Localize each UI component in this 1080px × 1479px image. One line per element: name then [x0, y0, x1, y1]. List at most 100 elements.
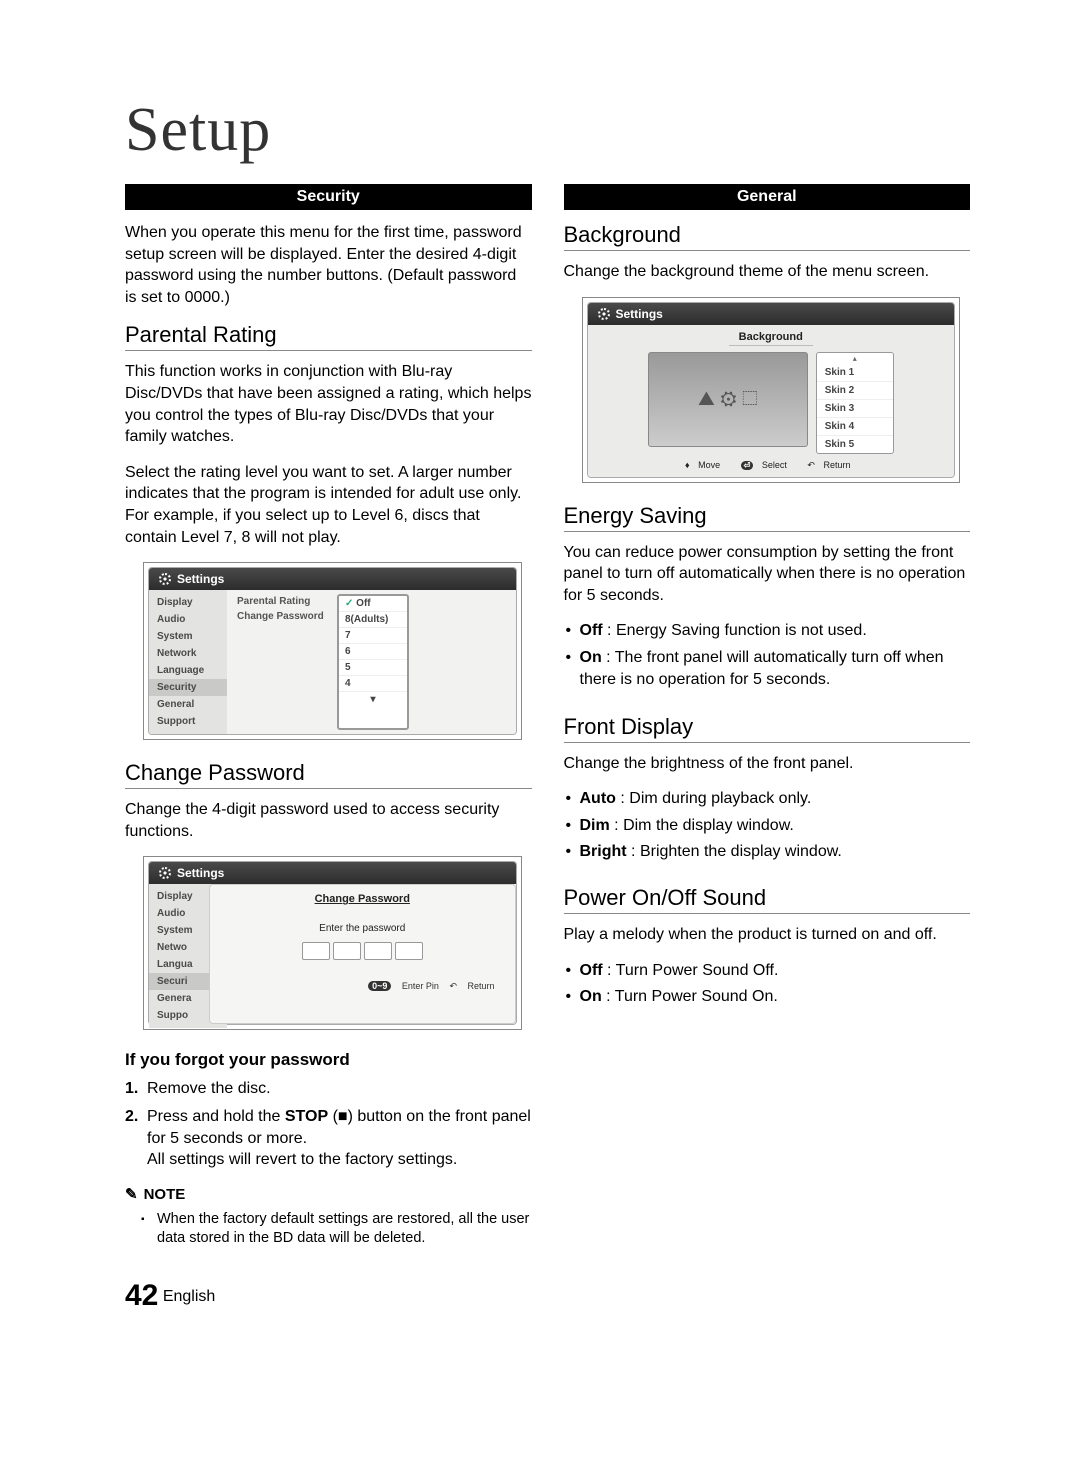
option-bright: Bright : Brighten the display window.: [564, 841, 971, 863]
ui-submenu: Parental Rating Change Password: [233, 594, 331, 730]
option[interactable]: 4: [339, 676, 407, 692]
page-title: Setup: [125, 95, 970, 166]
ui-screenshot-parental-rating: Settings Display Audio System Network La…: [143, 562, 522, 740]
ui-window: Settings Display Audio System Network La…: [148, 567, 517, 735]
hint-label: Return: [467, 981, 494, 991]
hint-label: Return: [823, 460, 850, 470]
ui-window: Settings Background ⛰ ⚙ ⬚ ▴ Skin 1 Skin …: [587, 302, 956, 478]
step-2: Press and hold the STOP (■) button on th…: [125, 1106, 532, 1171]
ui-header-title: Settings: [177, 866, 224, 880]
sidebar-item[interactable]: General: [149, 696, 227, 713]
option-label: Off: [580, 622, 603, 639]
page-number: 42: [125, 1279, 158, 1312]
power-sound-heading: Power On/Off Sound: [564, 885, 971, 911]
ui-options-popup: Off 8(Adults) 7 6 5 4 ▾: [337, 594, 409, 730]
gear-icon: [159, 573, 171, 585]
change-password-p1: Change the 4-digit password used to acce…: [125, 799, 532, 842]
option[interactable]: 6: [339, 644, 407, 660]
front-display-options: Auto : Dim during playback only. Dim : D…: [564, 788, 971, 863]
skin-option[interactable]: Skin 5: [817, 436, 893, 453]
power-sound-options: Off : Turn Power Sound Off. On : Turn Po…: [564, 960, 971, 1009]
hint-move: ♦ Move: [685, 460, 726, 470]
security-section-bar: Security: [125, 184, 532, 210]
option[interactable]: 8(Adults): [339, 612, 407, 628]
sidebar-item[interactable]: Display: [149, 594, 227, 611]
bg-row: ⛰ ⚙ ⬚ ▴ Skin 1 Skin 2 Skin 3 Skin 4 Skin…: [594, 352, 949, 454]
ui-footer-hints: ♦ Move ⏎ Select ↶ Return: [594, 454, 949, 471]
divider: [564, 531, 971, 532]
front-display-p1: Change the brightness of the front panel…: [564, 753, 971, 775]
pin-digit[interactable]: [364, 942, 392, 960]
note-heading: NOTE: [125, 1185, 532, 1204]
submenu-item[interactable]: Parental Rating: [233, 594, 331, 609]
bg-preview-thumbnail: ⛰ ⚙ ⬚: [648, 352, 808, 447]
skin-option[interactable]: Skin 2: [817, 382, 893, 400]
sidebar-item[interactable]: System: [149, 628, 227, 645]
front-display-heading: Front Display: [564, 714, 971, 740]
option-off: Off : Energy Saving function is not used…: [564, 620, 971, 642]
pin-digit[interactable]: [302, 942, 330, 960]
ui-header: Settings: [149, 568, 516, 590]
option-label: Off: [580, 962, 603, 979]
forgot-password-heading: If you forgot your password: [125, 1050, 532, 1070]
ui-body: Display Audio System Network Language Se…: [149, 590, 516, 734]
sidebar-item-security[interactable]: Security: [149, 679, 227, 696]
ui-header-title: Settings: [616, 307, 663, 321]
option[interactable]: 5: [339, 660, 407, 676]
stop-label: STOP: [285, 1108, 328, 1125]
option-label: On: [580, 649, 602, 666]
divider: [564, 742, 971, 743]
energy-options: Off : Energy Saving function is not used…: [564, 620, 971, 691]
ui-header: Settings: [149, 862, 516, 884]
change-password-heading: Change Password: [125, 760, 532, 786]
bg-skin-list: ▴ Skin 1 Skin 2 Skin 3 Skin 4 Skin 5: [816, 352, 894, 454]
skin-option[interactable]: Skin 3: [817, 400, 893, 418]
skin-option[interactable]: Skin 4: [817, 418, 893, 436]
left-column: Security When you operate this menu for …: [125, 184, 532, 1249]
pin-digit[interactable]: [333, 942, 361, 960]
sidebar-item[interactable]: Audio: [149, 611, 227, 628]
background-p1: Change the background theme of the menu …: [564, 261, 971, 283]
option-dim: Dim : Dim the display window.: [564, 815, 971, 837]
divider: [125, 350, 532, 351]
dialog-title: Change Password: [220, 893, 505, 905]
submenu-item[interactable]: Change Password: [233, 609, 331, 624]
page: Setup Security When you operate this men…: [0, 0, 1080, 1373]
sidebar-item[interactable]: Network: [149, 645, 227, 662]
pin-input-boxes[interactable]: [220, 942, 505, 960]
option-label: On: [580, 988, 602, 1005]
parental-rating-p1: This function works in conjunction with …: [125, 361, 532, 447]
ui-footer-hints: 0~9 Enter Pin ↶ Return: [220, 978, 505, 995]
scroll-up-icon[interactable]: ▴: [817, 353, 893, 364]
hint-return: ↶ Return: [807, 460, 856, 470]
page-footer: 42 English: [125, 1279, 970, 1313]
security-intro: When you operate this menu for the first…: [125, 222, 532, 308]
option-text: : The front panel will automatically tur…: [580, 649, 944, 688]
option-on: On : Turn Power Sound On.: [564, 986, 971, 1008]
option-text: : Energy Saving function is not used.: [603, 622, 867, 639]
scroll-down-icon[interactable]: ▾: [339, 692, 407, 707]
power-sound-p1: Play a melody when the product is turned…: [564, 924, 971, 946]
page-language: English: [163, 1288, 215, 1305]
right-column: General Background Change the background…: [564, 184, 971, 1249]
energy-p1: You can reduce power consumption by sett…: [564, 542, 971, 607]
sidebar-item[interactable]: Language: [149, 662, 227, 679]
option-text: : Brighten the display window.: [627, 843, 842, 860]
divider: [564, 250, 971, 251]
option-text: : Dim the display window.: [610, 817, 794, 834]
hint-select: ⏎ Select: [741, 460, 793, 470]
option-off[interactable]: Off: [339, 596, 407, 612]
step-text: All settings will revert to the factory …: [147, 1151, 457, 1168]
pin-digit[interactable]: [395, 942, 423, 960]
option-label: Auto: [580, 790, 616, 807]
ui-body: Background ⛰ ⚙ ⬚ ▴ Skin 1 Skin 2 Skin 3 …: [588, 325, 955, 477]
option[interactable]: 7: [339, 628, 407, 644]
general-section-bar: General: [564, 184, 971, 210]
energy-saving-heading: Energy Saving: [564, 503, 971, 529]
sidebar-item[interactable]: Support: [149, 713, 227, 730]
ui-body: Display Audio System Netwo Langua Securi…: [149, 884, 516, 1024]
ui-window: Settings Display Audio System Netwo Lang…: [148, 861, 517, 1025]
skin-option[interactable]: Skin 1: [817, 364, 893, 382]
ui-screenshot-background: Settings Background ⛰ ⚙ ⬚ ▴ Skin 1 Skin …: [582, 297, 961, 483]
note-item: When the factory default settings are re…: [141, 1210, 532, 1249]
